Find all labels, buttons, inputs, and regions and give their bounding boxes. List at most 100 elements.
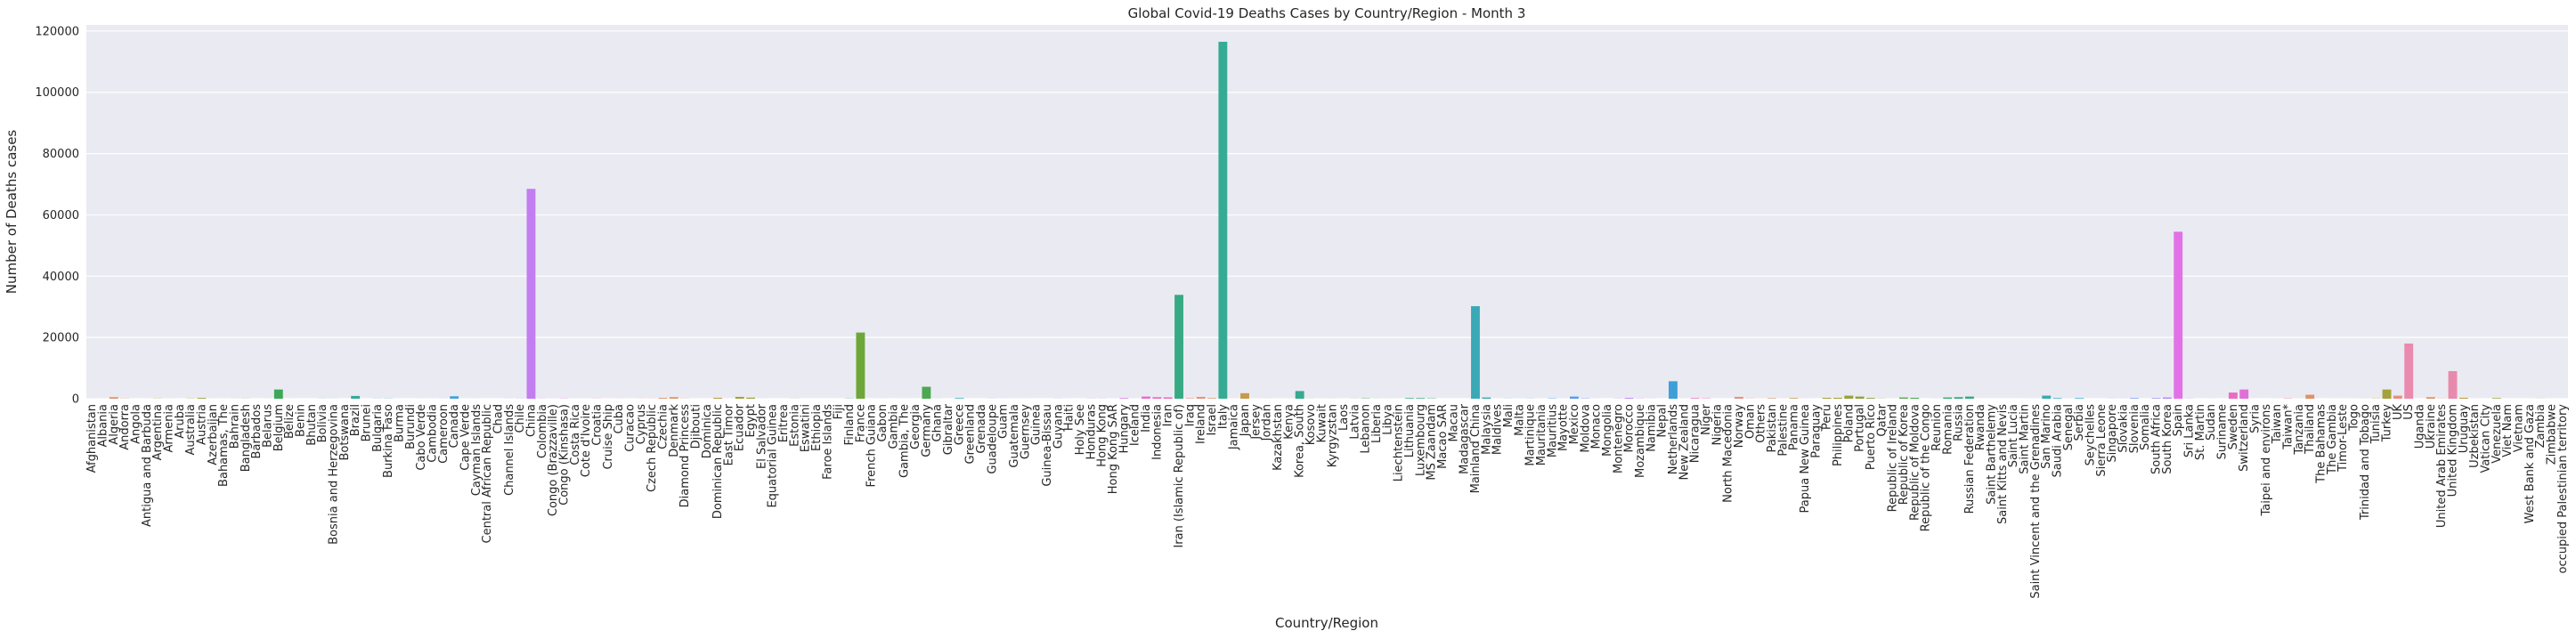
bar (526, 189, 536, 399)
x-tick-label: Iraq (1183, 404, 1197, 426)
x-tick-label: UK (2392, 404, 2405, 421)
x-tick-label: Namibia (1645, 404, 1658, 452)
x-tick-label: Syria (2249, 404, 2263, 433)
x-tick-label: Libya (1381, 404, 1394, 435)
x-tick-label: Thailand (2304, 404, 2317, 455)
x-tick-label: Italy (1216, 404, 1230, 430)
x-tick-label: Algeria (108, 404, 121, 445)
x-tick-label: El Salvador (755, 403, 768, 469)
x-tick-label: Uzbekistan (2468, 404, 2482, 468)
x-tick-label: Republic of Ireland (1887, 404, 1900, 512)
y-tick-labels: 0 20000 40000 60000 80000 100000 120000 (35, 25, 79, 406)
x-tick-label: Japan (1239, 404, 1252, 437)
x-tick-label: Poland (1842, 404, 1856, 442)
x-tick-label: Czechia (656, 404, 670, 449)
x-tick-label: US (2402, 404, 2416, 420)
x-tick-label: Eritrea (777, 404, 791, 442)
x-tick-label: Bolivia (316, 404, 329, 442)
y-tick-label: 40000 (43, 271, 79, 284)
x-tick-label: Tanzania (2293, 404, 2306, 456)
x-tick-label: Germany (920, 404, 933, 457)
x-tick-label: Somalia (2139, 404, 2152, 450)
bar (2052, 398, 2062, 399)
x-tick-label: Uganda (2414, 404, 2427, 449)
x-tick-label: Switzerland (2238, 404, 2251, 472)
bar (2404, 344, 2414, 399)
x-tick-label: China (524, 404, 538, 437)
x-tick-label: Jordan (1261, 404, 1274, 441)
x-tick-label: Congo (Kinshasa) (557, 404, 571, 506)
x-tick-label: Brunei (360, 404, 373, 441)
bar (2426, 397, 2435, 399)
x-tick-label: Kenya (1282, 404, 1296, 440)
x-tick-label: Cabo Verde (415, 404, 428, 471)
x-tick-label: Hong Kong (1096, 404, 1109, 467)
x-tick-label: Ecuador (734, 403, 747, 451)
x-tick-label: Azerbaijan (207, 404, 220, 465)
chart-title: Global Covid-19 Deaths Cases by Country/… (1128, 5, 1526, 21)
x-tick-label: Aruba (174, 404, 187, 439)
bar (856, 332, 865, 399)
bar (1405, 398, 1414, 399)
x-tick-label: Guadeloupe (986, 404, 999, 474)
x-tick-label: Dominican Republic (711, 404, 725, 519)
bar (1789, 398, 1799, 399)
bar (1163, 397, 1173, 399)
bars (87, 41, 2556, 400)
x-tick-label: Canada (448, 404, 461, 448)
bar (2458, 397, 2468, 399)
x-tick-label: Netherlands (1667, 404, 1680, 474)
x-tick-label: Finland (843, 404, 857, 445)
x-tick-label: Kuwait (1315, 404, 1329, 442)
bar (1865, 398, 1875, 399)
x-tick-label: Russian Federation (1963, 404, 1977, 514)
x-tick-label: Paraguay (1809, 404, 1823, 458)
x-tick-label: Zimbabwe (2546, 404, 2559, 465)
x-tick-label: Bosnia and Herzegovina (327, 404, 340, 545)
x-tick-label: Guinea-Bissau (1041, 404, 1054, 487)
x-tick-label: Equatorial Guinea (767, 404, 780, 508)
x-tick-label: Sweden (2227, 404, 2240, 449)
bar (2239, 389, 2249, 399)
x-tick-label: Djibouti (689, 404, 703, 449)
bar (1624, 398, 1634, 399)
bar (2228, 392, 2238, 399)
bar (197, 398, 207, 399)
x-tick-label: Honduras (1085, 404, 1098, 460)
x-tick-label: Denmark (668, 404, 681, 457)
x-tick-label: Gabon (876, 404, 890, 442)
bar (273, 389, 283, 399)
x-tick-label: Kazakhstan (1272, 404, 1285, 471)
bar (1295, 391, 1304, 399)
x-tick-label: Saint Martin (2019, 404, 2032, 474)
bar (746, 397, 756, 399)
x-tick-label: Lithuania (1403, 404, 1417, 457)
x-tick-label: Bahamas, The (217, 404, 231, 487)
bar (1174, 295, 1183, 399)
x-tick-label: Bangladesh (240, 404, 253, 472)
x-tick-label: Nigeria (1711, 404, 1724, 446)
x-tick-label: Nepal (1656, 404, 1670, 438)
x-tick-label: Zambia (2534, 404, 2548, 448)
bar (1218, 41, 1228, 400)
x-tick-label: Cyprus (635, 404, 648, 445)
bar (1570, 396, 1579, 399)
x-tick-label: Belgium (272, 404, 286, 451)
x-tick-label: Slovakia (2117, 404, 2131, 453)
x-tick-label: Viet Nam (2501, 404, 2515, 457)
x-tick-label: Singapore (2106, 404, 2119, 463)
x-tick-label: Egypt (744, 404, 758, 438)
x-tick-label: New Zealand (1678, 404, 1691, 480)
bar (1844, 395, 1854, 399)
bar (1910, 397, 1920, 399)
x-tick-label: French Guiana (865, 404, 879, 487)
bar (1471, 306, 1480, 399)
x-tick-label: Timor-Leste (2336, 404, 2350, 473)
x-tick-label: East Timor (722, 403, 735, 465)
bar (2075, 398, 2084, 399)
x-tick-label: Australia (184, 404, 198, 456)
x-tick-label: Benin (294, 404, 307, 437)
x-tick-label: Brazil (349, 404, 362, 436)
x-tick-label: Slovenia (2128, 404, 2141, 453)
